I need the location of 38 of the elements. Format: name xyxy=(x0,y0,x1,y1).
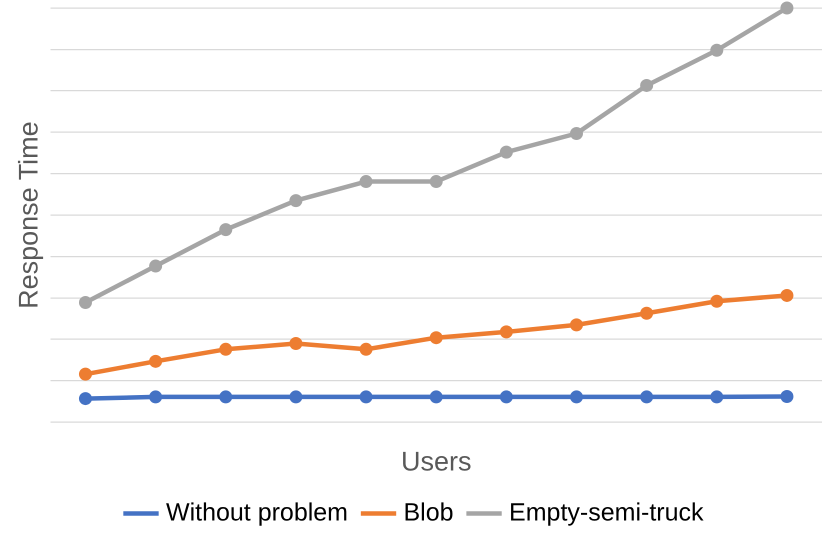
point xyxy=(289,337,302,350)
point xyxy=(500,325,513,338)
point xyxy=(78,296,92,309)
point xyxy=(149,390,162,404)
point xyxy=(780,288,794,302)
point xyxy=(780,390,794,404)
point xyxy=(430,390,443,404)
point xyxy=(289,194,302,208)
point xyxy=(149,260,162,273)
point xyxy=(640,306,654,320)
point xyxy=(360,342,373,356)
point xyxy=(78,368,92,381)
point xyxy=(780,2,794,14)
point xyxy=(78,392,92,406)
y-axis-title: Response Time xyxy=(14,121,44,309)
legend-label: Blob xyxy=(404,498,454,526)
x-axis-title: Users xyxy=(400,446,472,476)
point xyxy=(430,331,443,344)
point xyxy=(500,146,513,159)
point xyxy=(360,390,373,404)
point xyxy=(360,175,373,188)
point xyxy=(219,342,232,356)
point xyxy=(219,223,232,236)
point xyxy=(570,318,583,332)
point xyxy=(430,175,443,188)
point xyxy=(710,294,724,308)
point xyxy=(500,390,513,404)
point xyxy=(640,390,654,404)
point xyxy=(289,390,302,404)
point xyxy=(219,390,232,404)
point xyxy=(710,44,724,57)
point xyxy=(570,390,583,404)
point xyxy=(149,354,162,368)
legend-label: Without problem xyxy=(166,498,348,526)
legend-label: Empty-semi-truck xyxy=(509,498,704,526)
point xyxy=(640,78,654,92)
point xyxy=(570,127,583,140)
point xyxy=(710,390,724,404)
